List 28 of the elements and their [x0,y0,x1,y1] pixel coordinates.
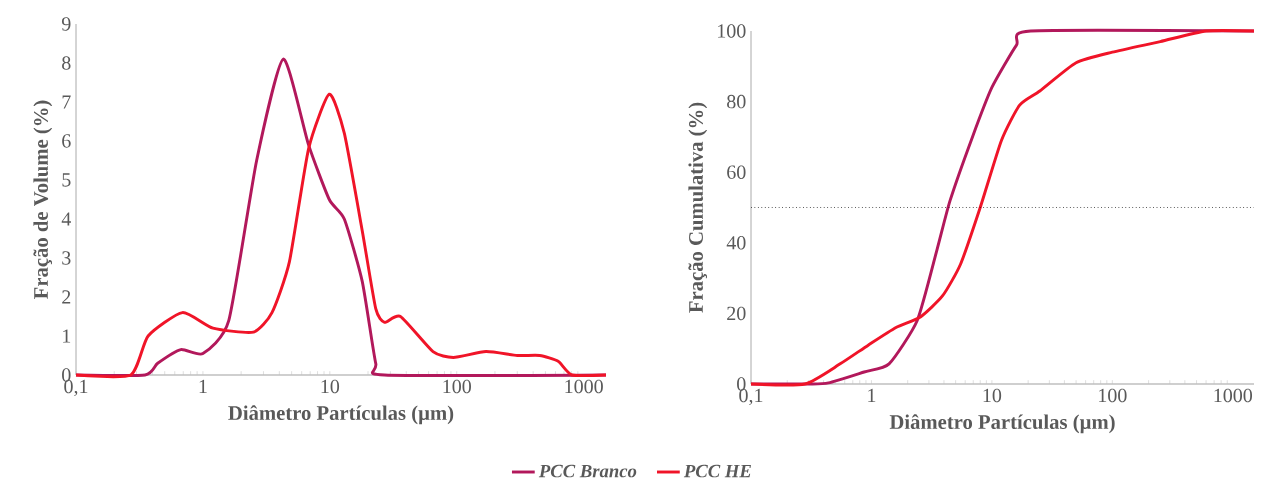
x-axis-title: Diâmetro Partículas (µm) [228,405,454,425]
y-tick-label: 6 [62,134,71,148]
y-tick-label: 8 [62,56,71,70]
x-tick-label: 10 [321,379,340,394]
x-tick-label: 1 [199,379,207,393]
y-tick-label: 20 [727,306,746,321]
y-tick-label: 40 [726,236,746,250]
x-tick-label: 100 [1099,388,1127,403]
x-tick-label: 1 [868,388,876,402]
y-tick-label: 4 [61,212,71,226]
y-tick-label: 100 [718,24,746,38]
y-tick-label: 80 [727,94,746,109]
x-tick-label: 100 [443,379,471,394]
x-tick-label: 10 [983,388,1002,403]
legend-label: PCC Branco [538,464,637,478]
x-axis-title: Diâmetro Partículas (µm) [889,414,1115,434]
x-tick-label: 1000 [565,379,603,394]
y-tick-label: 3 [62,251,71,265]
y-tick-label: 1 [63,329,71,343]
x-tick-label: 1000 [1214,388,1253,403]
y-tick-label: 2 [62,290,71,304]
y-axis-title: Fração Cumulativa (%) [688,102,708,313]
legend-label: PCC HE [683,464,751,478]
y-tick-label: 60 [727,165,746,179]
y-tick-label: 7 [62,95,71,109]
y-axis-title: Fração de Volume (%) [33,100,53,299]
y-tick-label: 9 [61,17,71,31]
y-tick-label: 5 [62,173,71,187]
